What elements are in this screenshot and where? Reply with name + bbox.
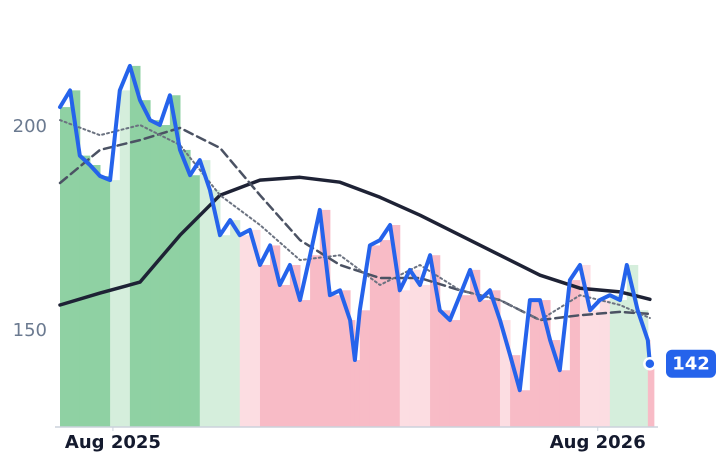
area-bar [219, 235, 231, 427]
area-bar [319, 209, 331, 427]
x-tick-label: Aug 2026 [550, 432, 646, 453]
x-tick-label: Aug 2025 [65, 432, 161, 453]
area-bar [270, 245, 281, 427]
area-bar [129, 65, 141, 427]
area-bar [359, 310, 371, 427]
area-bar [249, 229, 261, 427]
area-bar [470, 269, 481, 427]
area-bar [199, 160, 211, 428]
area-bar [350, 320, 356, 427]
area-bar [409, 269, 421, 427]
area-bar [190, 175, 201, 427]
area-bar [559, 370, 571, 427]
area-bar [479, 300, 491, 427]
last-point [643, 356, 657, 371]
area-bar [510, 355, 521, 427]
moving-average-line [59, 119, 651, 322]
area-bar [579, 264, 591, 427]
area-bar [539, 300, 551, 427]
area-bar [489, 290, 501, 427]
last-value-badge [666, 349, 716, 378]
area-bar [159, 125, 171, 427]
area-bar [179, 149, 191, 428]
area-bar [354, 360, 361, 427]
area-bar [150, 120, 161, 428]
price-line [58, 63, 652, 393]
area-bar [609, 295, 621, 427]
area-bar [119, 90, 131, 428]
area-bar [99, 176, 111, 427]
last-value-label: 142 [672, 354, 710, 375]
area-bar [259, 264, 271, 427]
area-bar [209, 189, 221, 427]
area-bar [390, 225, 401, 427]
area-bar [70, 90, 81, 428]
area-bar [60, 107, 71, 427]
y-tick-label: 200 [13, 116, 47, 137]
area-bar [459, 295, 471, 427]
area-bar [139, 100, 151, 427]
y-tick-label: 150 [13, 320, 47, 341]
area-bar [289, 264, 301, 427]
area-bar [239, 235, 251, 427]
area-bar [499, 320, 511, 427]
area-bar [329, 295, 341, 427]
area-bar [299, 300, 311, 427]
area-bar [169, 95, 181, 428]
area-bar [79, 155, 91, 427]
area-bar [649, 363, 655, 427]
area-bar [379, 240, 391, 427]
area-bar [110, 180, 121, 427]
area-bar [419, 284, 431, 427]
area-bar [626, 264, 639, 427]
area-bar [230, 220, 241, 427]
area-bar [449, 320, 461, 427]
area-bar [599, 300, 611, 427]
area-bar [439, 310, 451, 427]
area-bar [519, 390, 531, 427]
area-bar [619, 300, 628, 427]
moving-average-line [58, 175, 652, 307]
area-bar [369, 245, 381, 427]
area-bar [647, 340, 651, 427]
area-bar [310, 255, 321, 427]
area-bar [529, 300, 541, 427]
area-bar [637, 310, 649, 427]
area-bar [569, 280, 581, 427]
area-bar [399, 290, 411, 427]
area-bar [590, 310, 601, 427]
area-bar [279, 284, 291, 427]
area-bar [339, 290, 351, 427]
area-bar [550, 340, 561, 427]
area-bar [430, 255, 441, 427]
